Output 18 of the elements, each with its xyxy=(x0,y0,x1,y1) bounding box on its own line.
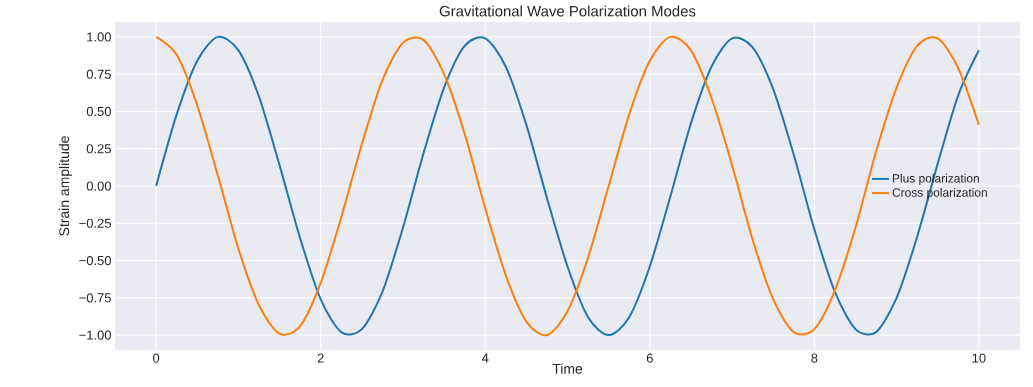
y-tick-label: −0.25 xyxy=(79,218,111,228)
x-axis-title: Time xyxy=(552,363,583,374)
x-tick-label: 10 xyxy=(972,353,986,363)
y-tick-label: 1.00 xyxy=(87,32,111,42)
x-tick-label: 2 xyxy=(317,353,324,363)
y-tick-label: −0.50 xyxy=(79,255,111,266)
x-tick-label: 6 xyxy=(646,353,653,363)
chart-title: Gravitational Wave Polarization Modes xyxy=(439,5,696,17)
x-tick-label: 8 xyxy=(811,353,818,363)
x-tick-label: 4 xyxy=(481,353,489,363)
y-tick-label: −0.75 xyxy=(79,293,111,303)
y-tick-label: 0.75 xyxy=(86,69,111,79)
y-tick-label: 0.50 xyxy=(86,106,111,117)
y-tick-label: 0.00 xyxy=(86,181,111,191)
y-tick-label: −1.00 xyxy=(79,330,111,340)
y-axis-title: Strain amplitude xyxy=(58,136,72,236)
x-tick-label: 0 xyxy=(153,353,160,363)
y-tick-label: 0.25 xyxy=(86,144,111,154)
